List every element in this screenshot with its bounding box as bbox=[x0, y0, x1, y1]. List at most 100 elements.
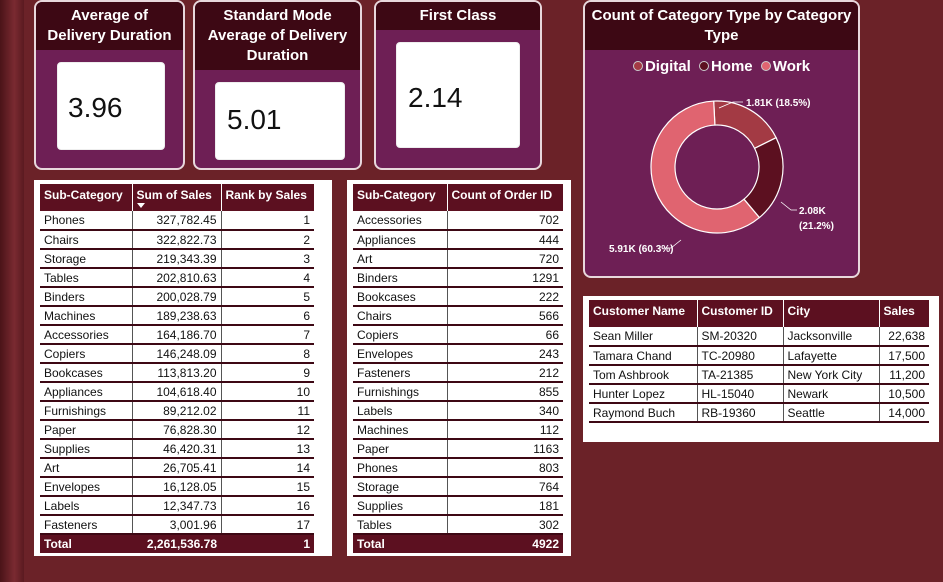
table-row[interactable]: Supplies 46,420.31 13 bbox=[40, 439, 314, 459]
kpi-value: 3.96 bbox=[68, 92, 123, 123]
column-header-customer-id[interactable]: Customer ID bbox=[697, 300, 784, 327]
column-header-subcategory[interactable]: Sub-Category bbox=[353, 184, 448, 211]
kpi-card-avg-delivery[interactable]: Average of Delivery Duration 3.96 bbox=[34, 0, 185, 170]
data-label-work: 5.91K (60.3%) bbox=[609, 244, 673, 255]
table-cell: 164,186.70 bbox=[132, 325, 222, 345]
table-cell: 302 bbox=[447, 515, 563, 535]
table-cell: 11,200 bbox=[879, 365, 929, 385]
table-row[interactable]: Phones 327,782.45 1 bbox=[40, 211, 314, 231]
table-row[interactable]: Tables 202,810.63 4 bbox=[40, 268, 314, 288]
table-cell: Art bbox=[40, 458, 133, 478]
sales-by-subcategory-table[interactable]: Sub-Category Sum of Sales Rank by Sales … bbox=[34, 180, 332, 556]
table-cell: 212 bbox=[447, 363, 563, 383]
table-row[interactable]: Chairs 566 bbox=[353, 306, 563, 326]
table-cell: 340 bbox=[447, 401, 563, 421]
table-row[interactable]: Chairs 322,822.73 2 bbox=[40, 230, 314, 250]
table-row[interactable]: Bookcases 222 bbox=[353, 287, 563, 307]
table-cell: Labels bbox=[353, 401, 448, 421]
table-cell: SM-20320 bbox=[697, 327, 784, 347]
table-row[interactable]: Tables 302 bbox=[353, 515, 563, 535]
table-row[interactable]: Machines 189,238.63 6 bbox=[40, 306, 314, 326]
table-row[interactable]: Binders 200,028.79 5 bbox=[40, 287, 314, 307]
kpi-card-standard-delivery[interactable]: Standard Mode Average of Delivery Durati… bbox=[193, 0, 362, 170]
table-row[interactable]: Bookcases 113,813.20 9 bbox=[40, 363, 314, 383]
table-row[interactable]: Phones 803 bbox=[353, 458, 563, 478]
table-row[interactable]: Envelopes 16,128.05 15 bbox=[40, 477, 314, 497]
table-row[interactable]: Envelopes 243 bbox=[353, 344, 563, 364]
table-row[interactable]: Storage 219,343.39 3 bbox=[40, 249, 314, 269]
table-cell: Envelopes bbox=[40, 477, 133, 497]
column-header-subcategory[interactable]: Sub-Category bbox=[40, 184, 133, 211]
table-row[interactable]: Appliances 104,618.40 10 bbox=[40, 382, 314, 402]
column-header-rank-by-sales[interactable]: Rank by Sales bbox=[221, 184, 314, 211]
table-row[interactable]: Paper 76,828.30 12 bbox=[40, 420, 314, 440]
table-row[interactable]: Storage 764 bbox=[353, 477, 563, 497]
table-cell: Appliances bbox=[40, 382, 133, 402]
table-row[interactable]: Fasteners 212 bbox=[353, 363, 563, 383]
table-cell: Machines bbox=[353, 420, 448, 440]
table-row[interactable]: Art 26,705.41 14 bbox=[40, 458, 314, 478]
table-cell: Hunter Lopez bbox=[589, 384, 698, 404]
table-cell: 46,420.31 bbox=[132, 439, 222, 459]
table-row[interactable]: Labels 340 bbox=[353, 401, 563, 421]
table-row[interactable]: Furnishings 855 bbox=[353, 382, 563, 402]
table-row[interactable]: Appliances 444 bbox=[353, 230, 563, 250]
legend-item-home[interactable]: Home bbox=[698, 58, 753, 75]
donut-chart-card[interactable]: Count of Category Type by Category Type … bbox=[583, 0, 860, 278]
table-row[interactable]: Sean Miller SM-20320 Jacksonville 22,638 bbox=[589, 327, 929, 347]
table-row[interactable]: Copiers 66 bbox=[353, 325, 563, 345]
left-edge-bar bbox=[0, 0, 24, 582]
column-header-customer-name[interactable]: Customer Name bbox=[589, 300, 698, 327]
table-row[interactable]: Paper 1163 bbox=[353, 439, 563, 459]
donut-slice-work[interactable] bbox=[650, 100, 761, 234]
table-row[interactable]: Accessories 164,186.70 7 bbox=[40, 325, 314, 345]
total-row: Total 2,261,536.78 1 bbox=[40, 534, 314, 553]
table-row[interactable]: Tom Ashbrook TA-21385 New York City 11,200 bbox=[589, 365, 929, 385]
donut-chart[interactable]: 1.81K (18.5%) 2.08K (21.2%) 5.91K (60.3%… bbox=[585, 50, 858, 276]
table-row[interactable]: Copiers 146,248.09 8 bbox=[40, 344, 314, 364]
table-row[interactable]: Hunter Lopez HL-15040 Newark 10,500 bbox=[589, 384, 929, 404]
column-header-sales[interactable]: Sales bbox=[879, 300, 929, 327]
table-cell: 16,128.05 bbox=[132, 477, 222, 497]
table-cell: Chairs bbox=[353, 306, 448, 326]
table-cell: 146,248.09 bbox=[132, 344, 222, 364]
legend-item-work[interactable]: Work bbox=[760, 58, 810, 75]
table-row[interactable]: Art 720 bbox=[353, 249, 563, 269]
table-cell: Binders bbox=[40, 287, 133, 307]
table-row[interactable]: Binders 1291 bbox=[353, 268, 563, 288]
leader-line-digital bbox=[718, 101, 743, 109]
table-row[interactable]: Furnishings 89,212.02 11 bbox=[40, 401, 314, 421]
customer-table[interactable]: Customer Name Customer ID City Sales Sea… bbox=[583, 296, 939, 442]
table-cell: 4 bbox=[221, 268, 314, 288]
table-row[interactable]: Fasteners 3,001.96 17 bbox=[40, 515, 314, 535]
table-cell: Storage bbox=[40, 249, 133, 269]
column-header-count-of-order-id[interactable]: Count of Order ID bbox=[447, 184, 563, 211]
kpi-card-first-class[interactable]: First Class 2.14 bbox=[374, 0, 542, 170]
table-cell: Lafayette bbox=[783, 346, 880, 366]
sort-descending-icon[interactable] bbox=[136, 203, 145, 208]
total-cell: 1 bbox=[221, 534, 314, 553]
table-cell: Paper bbox=[40, 420, 133, 440]
table-cell: 14,000 bbox=[879, 403, 929, 423]
data-label-digital: 1.81K (18.5%) bbox=[746, 98, 810, 109]
table-cell: 3 bbox=[221, 249, 314, 269]
legend-item-digital[interactable]: Digital bbox=[632, 58, 691, 75]
leader-line-home bbox=[780, 201, 797, 211]
table-cell: 3,001.96 bbox=[132, 515, 222, 535]
table-row[interactable]: Machines 112 bbox=[353, 420, 563, 440]
table-row[interactable]: Supplies 181 bbox=[353, 496, 563, 516]
table-row[interactable]: Raymond Buch RB-19360 Seattle 14,000 bbox=[589, 403, 929, 423]
table-cell: 76,828.30 bbox=[132, 420, 222, 440]
column-header-city[interactable]: City bbox=[783, 300, 880, 327]
table-row[interactable]: Accessories 702 bbox=[353, 211, 563, 231]
order-count-table[interactable]: Sub-Category Count of Order ID Accessori… bbox=[347, 180, 571, 556]
table-cell: 89,212.02 bbox=[132, 401, 222, 421]
column-header-sum-of-sales[interactable]: Sum of Sales bbox=[132, 184, 222, 211]
table-cell: 181 bbox=[447, 496, 563, 516]
kpi-value: 5.01 bbox=[227, 104, 282, 135]
table-row[interactable]: Tamara Chand TC-20980 Lafayette 17,500 bbox=[589, 346, 929, 366]
table-cell: 566 bbox=[447, 306, 563, 326]
table-cell: 803 bbox=[447, 458, 563, 478]
table-row[interactable]: Labels 12,347.73 16 bbox=[40, 496, 314, 516]
table-cell: 2 bbox=[221, 230, 314, 250]
